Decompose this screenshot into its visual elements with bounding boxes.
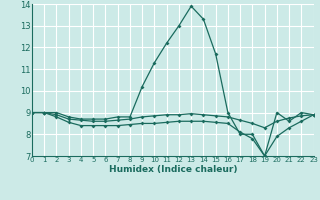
X-axis label: Humidex (Indice chaleur): Humidex (Indice chaleur) [108, 165, 237, 174]
